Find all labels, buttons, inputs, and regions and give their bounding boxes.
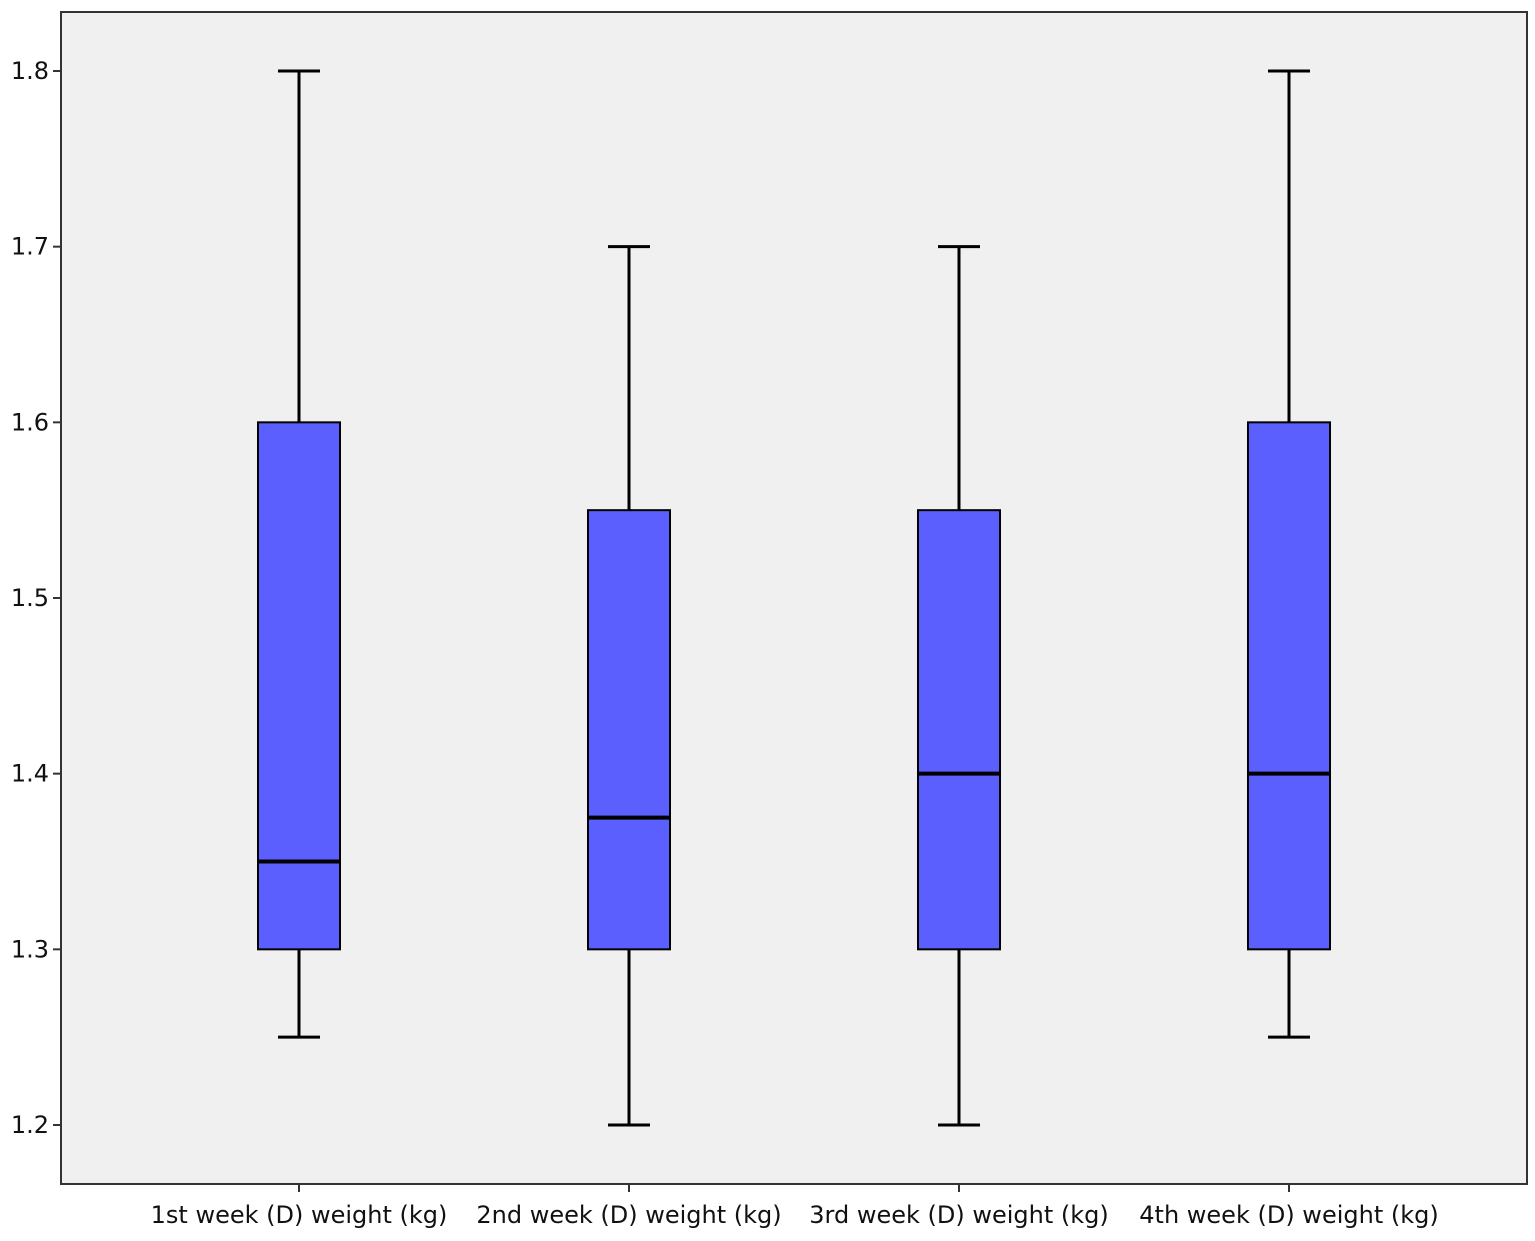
x-axis: 1st week (D) weight (kg) 2nd week (D) wei… <box>151 1184 1439 1229</box>
y-axis: 1.2 1.3 1.4 1.5 1.6 1.7 1.8 <box>11 57 61 1139</box>
x-category-label: 1st week (D) weight (kg) <box>151 1201 448 1229</box>
boxes-group <box>257 69 1331 1127</box>
y-tick-label: 1.7 <box>11 233 49 261</box>
box-2 <box>587 245 671 1127</box>
x-category-label: 2nd week (D) weight (kg) <box>476 1201 781 1229</box>
y-tick-label: 1.5 <box>11 584 49 612</box>
x-category-label: 3rd week (D) weight (kg) <box>809 1201 1109 1229</box>
box-3 <box>917 245 1001 1127</box>
box-4 <box>1247 69 1331 1039</box>
y-tick-label: 1.3 <box>11 935 49 963</box>
y-tick-label: 1.6 <box>11 408 49 436</box>
y-tick-label: 1.2 <box>11 1111 49 1139</box>
box-1 <box>257 69 341 1039</box>
iqr-box <box>257 421 341 951</box>
y-tick-label: 1.4 <box>11 760 49 788</box>
x-category-label: 4th week (D) weight (kg) <box>1139 1201 1438 1229</box>
iqr-box <box>587 509 671 951</box>
iqr-box <box>1247 421 1331 951</box>
iqr-box <box>917 509 1001 951</box>
y-tick-label: 1.8 <box>11 57 49 85</box>
